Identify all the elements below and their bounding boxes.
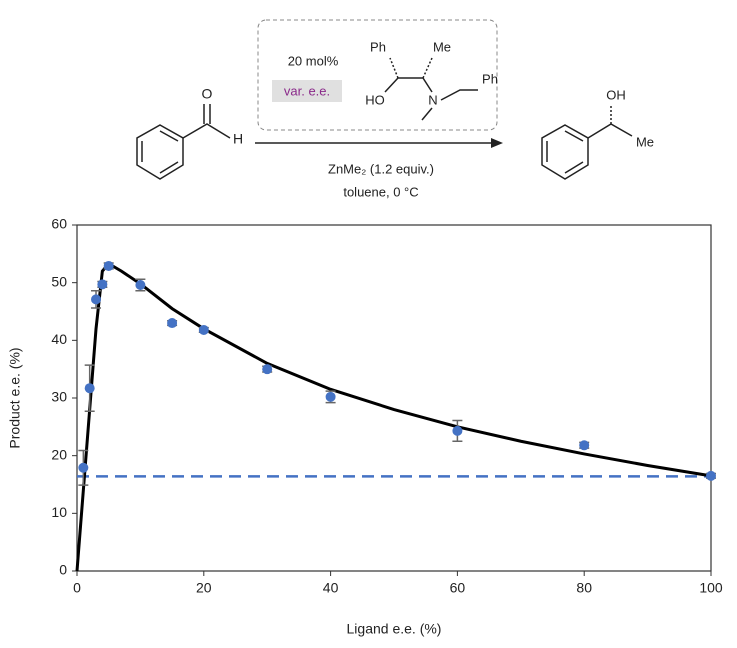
atom-label: HO — [365, 92, 385, 107]
ligand-ee: var. e.e. — [284, 83, 330, 98]
ring-bonds — [141, 130, 179, 174]
point — [103, 260, 114, 271]
x-tick-label: 0 — [73, 580, 81, 596]
point — [167, 318, 178, 329]
condition: toluene, 0 °C — [343, 184, 418, 199]
x-tick-label: 80 — [576, 580, 592, 596]
ligand-box — [257, 19, 498, 131]
point — [325, 391, 336, 402]
loading: 20 mol% — [288, 53, 339, 68]
point — [84, 383, 95, 394]
point — [579, 440, 590, 451]
benzene-ring — [541, 124, 589, 180]
ligand-bonds — [384, 77, 478, 121]
y-tick-label: 30 — [51, 389, 67, 405]
y-axis-title: Product e.e. (%) — [7, 347, 23, 448]
point — [706, 470, 716, 481]
point — [452, 425, 463, 436]
point — [262, 364, 273, 375]
atom-label: N — [428, 92, 437, 107]
atom-label: Me — [433, 39, 451, 54]
atom-label: H — [233, 131, 243, 147]
x-tick-label: 20 — [196, 580, 212, 596]
point — [91, 294, 102, 305]
fit-curve — [75, 261, 712, 572]
atom-label: O — [202, 86, 213, 102]
y-tick-label: 60 — [51, 216, 67, 232]
scheme: O H 20 mol% var. e.e. Ph Me HO N Ph ZnMe… — [136, 19, 654, 199]
atom-label: OH — [606, 87, 626, 102]
stereo-bonds — [389, 57, 433, 79]
atom-label: Ph — [370, 39, 386, 54]
atom-label: Ph — [482, 71, 498, 86]
atom-label: Me — [636, 134, 654, 149]
arrow-head — [491, 138, 503, 148]
point — [78, 462, 89, 473]
y-tick-label: 20 — [51, 446, 67, 462]
benzene-ring — [136, 124, 184, 180]
y-tick-label: 10 — [51, 504, 67, 520]
point — [198, 324, 209, 335]
x-axis-title: Ligand e.e. (%) — [347, 621, 442, 637]
point — [135, 279, 146, 290]
x-tick-label: 40 — [323, 580, 339, 596]
y-tick-label: 40 — [51, 331, 67, 347]
highlight — [272, 80, 342, 102]
y-tick-label: 0 — [59, 562, 67, 578]
point — [97, 279, 108, 290]
condition: ZnMe₂ (1.2 equiv.) — [328, 161, 434, 176]
y-tick-label: 50 — [51, 273, 67, 289]
plot-frame — [76, 224, 712, 572]
x-tick-label: 60 — [450, 580, 466, 596]
x-tick-label: 100 — [699, 580, 723, 596]
aldehyde-bonds — [182, 104, 231, 139]
product-bonds — [546, 123, 633, 174]
